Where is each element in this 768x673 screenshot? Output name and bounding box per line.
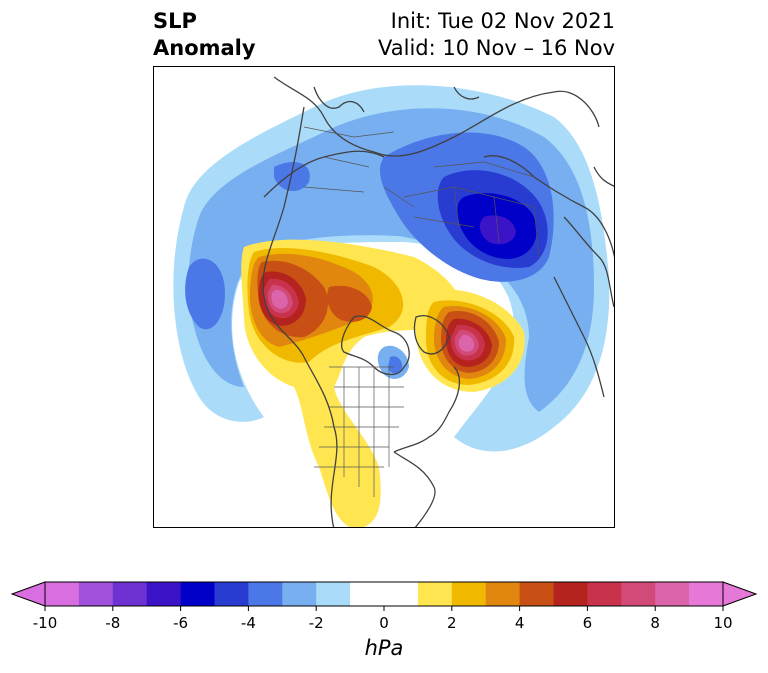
title-right: Init: Tue 02 Nov 2021 Valid: 10 Nov – 16…	[378, 8, 615, 62]
colorbar-segment	[248, 582, 283, 606]
colorbar-tick-label: -8	[105, 614, 121, 632]
colorbar-tick-label: 10	[713, 614, 733, 632]
colorbar-unit-label: hPa	[364, 636, 404, 660]
colorbar-segment	[214, 582, 249, 606]
colorbar-segment	[316, 582, 351, 606]
colorbar-tick-label: 8	[650, 614, 660, 632]
colorbar-ticks	[44, 606, 724, 611]
colorbar-segment	[689, 582, 724, 606]
colorbar-segment	[180, 582, 215, 606]
colorbar	[10, 581, 758, 611]
colorbar-segment	[350, 582, 419, 606]
colorbar-segment	[519, 582, 554, 606]
init-date: Init: Tue 02 Nov 2021	[390, 9, 615, 33]
colorbar-extend-low	[10, 581, 46, 607]
colorbar-segment	[282, 582, 317, 606]
political-borders	[303, 126, 540, 497]
colorbar-segment	[146, 582, 182, 606]
title-variable: SLP	[153, 9, 197, 33]
colorbar-segment	[417, 582, 453, 606]
colorbar-segment	[553, 582, 588, 606]
colorbar-tick-label: 0	[379, 614, 389, 632]
title-left: SLP Anomaly	[153, 8, 256, 62]
colorbar-segment	[621, 582, 656, 606]
positive-anomaly-shading	[241, 239, 525, 527]
colorbar-segment	[587, 582, 622, 606]
colorbar-segments	[45, 582, 724, 606]
colorbar-tick-label: -6	[173, 614, 189, 632]
colorbar-tick-label: 6	[582, 614, 593, 632]
colorbar-tick-label: -10	[32, 614, 58, 632]
colorbar-extend-high	[722, 581, 758, 607]
colorbar-tick-label: 2	[447, 614, 457, 632]
colorbar-segment	[485, 582, 521, 606]
colorbar-segment	[45, 582, 80, 606]
colorbar-segment	[451, 582, 487, 606]
valid-range: Valid: 10 Nov – 16 Nov	[378, 36, 615, 60]
coastlines	[262, 76, 614, 527]
slp-anomaly-map	[173, 76, 614, 527]
colorbar-segment	[78, 582, 114, 606]
colorbar-segment	[655, 582, 690, 606]
title-anomaly: Anomaly	[153, 36, 256, 60]
map-panel	[153, 66, 615, 528]
colorbar-tick-label: -2	[308, 614, 324, 632]
colorbar-tick-label: 4	[514, 614, 525, 632]
colorbar-segment	[112, 582, 148, 606]
colorbar-tick-label: -4	[240, 614, 256, 632]
